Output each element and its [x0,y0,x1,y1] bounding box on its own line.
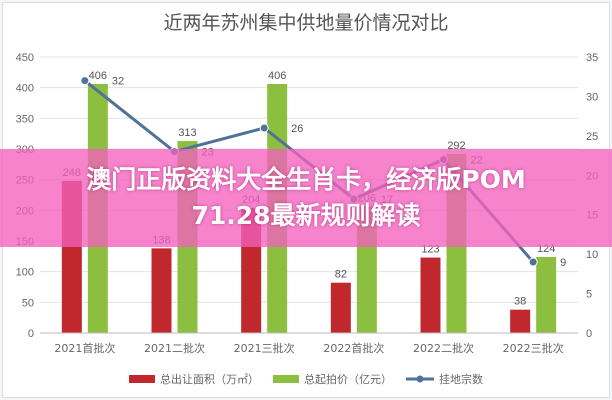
category-label: 2021首批次 [54,341,115,355]
legend-label: 总起拍价（亿元） [304,373,392,386]
left-tick-label: 450 [16,52,34,64]
line-data-label: 26 [291,123,303,135]
category-label: 2021三批次 [234,341,295,355]
headline-line-1: 澳门正版资料大全生肖卡，经济版POM [86,165,526,194]
category-label: 2022首批次 [323,341,384,355]
data-label: 406 [268,70,286,82]
legend-item-price: 总起拍价（亿元） [273,371,392,387]
headline-line-2: 71.28最新规则解读 [191,201,421,230]
line-point [528,257,538,267]
legend-swatch-green [273,375,299,383]
headline-banner: 澳门正版资料大全生肖卡，经济版POM 71.28最新规则解读 [0,149,612,247]
bar-price [536,256,557,333]
legend-item-area: 总出让面积（万㎡） [129,371,259,387]
legend-swatch-red [129,375,155,383]
category-label: 2022三批次 [503,341,564,355]
right-tick-label: 10 [586,249,598,261]
legend-label: 挂地宗数 [439,373,483,386]
bar-area [510,309,531,333]
line-point [259,123,269,133]
line-point [80,76,90,86]
right-tick-label: 30 [586,91,598,103]
left-tick-label: 50 [22,297,34,309]
left-tick-label: 0 [28,328,34,340]
line-data-label: 9 [560,257,566,269]
legend-item-count: 挂地宗数 [406,371,483,387]
bar-area [151,248,172,333]
left-tick-label: 350 [16,113,34,125]
right-tick-label: 5 [586,289,592,301]
right-tick-label: 35 [586,52,598,64]
right-tick-label: 25 [586,131,598,143]
category-label: 2021二批次 [144,341,205,355]
legend: 总出让面积（万㎡） 总起拍价（亿元） 挂地宗数 [0,371,612,387]
bar-area [420,257,441,333]
data-label: 82 [335,269,347,281]
right-tick-label: 0 [586,328,592,340]
legend-line-marker-icon [406,375,434,383]
chart-title: 近两年苏州集中供地量价情况对比 [163,12,449,34]
data-label: 292 [447,140,465,152]
legend-label: 总出让面积（万㎡） [160,373,259,386]
data-label: 38 [514,296,526,308]
left-tick-label: 400 [16,83,34,95]
bar-area [330,282,351,333]
line-data-label: 32 [112,76,124,88]
data-label: 406 [89,70,107,82]
left-tick-label: 100 [16,267,34,279]
data-label: 313 [178,127,196,139]
category-label: 2022二批次 [413,341,474,355]
